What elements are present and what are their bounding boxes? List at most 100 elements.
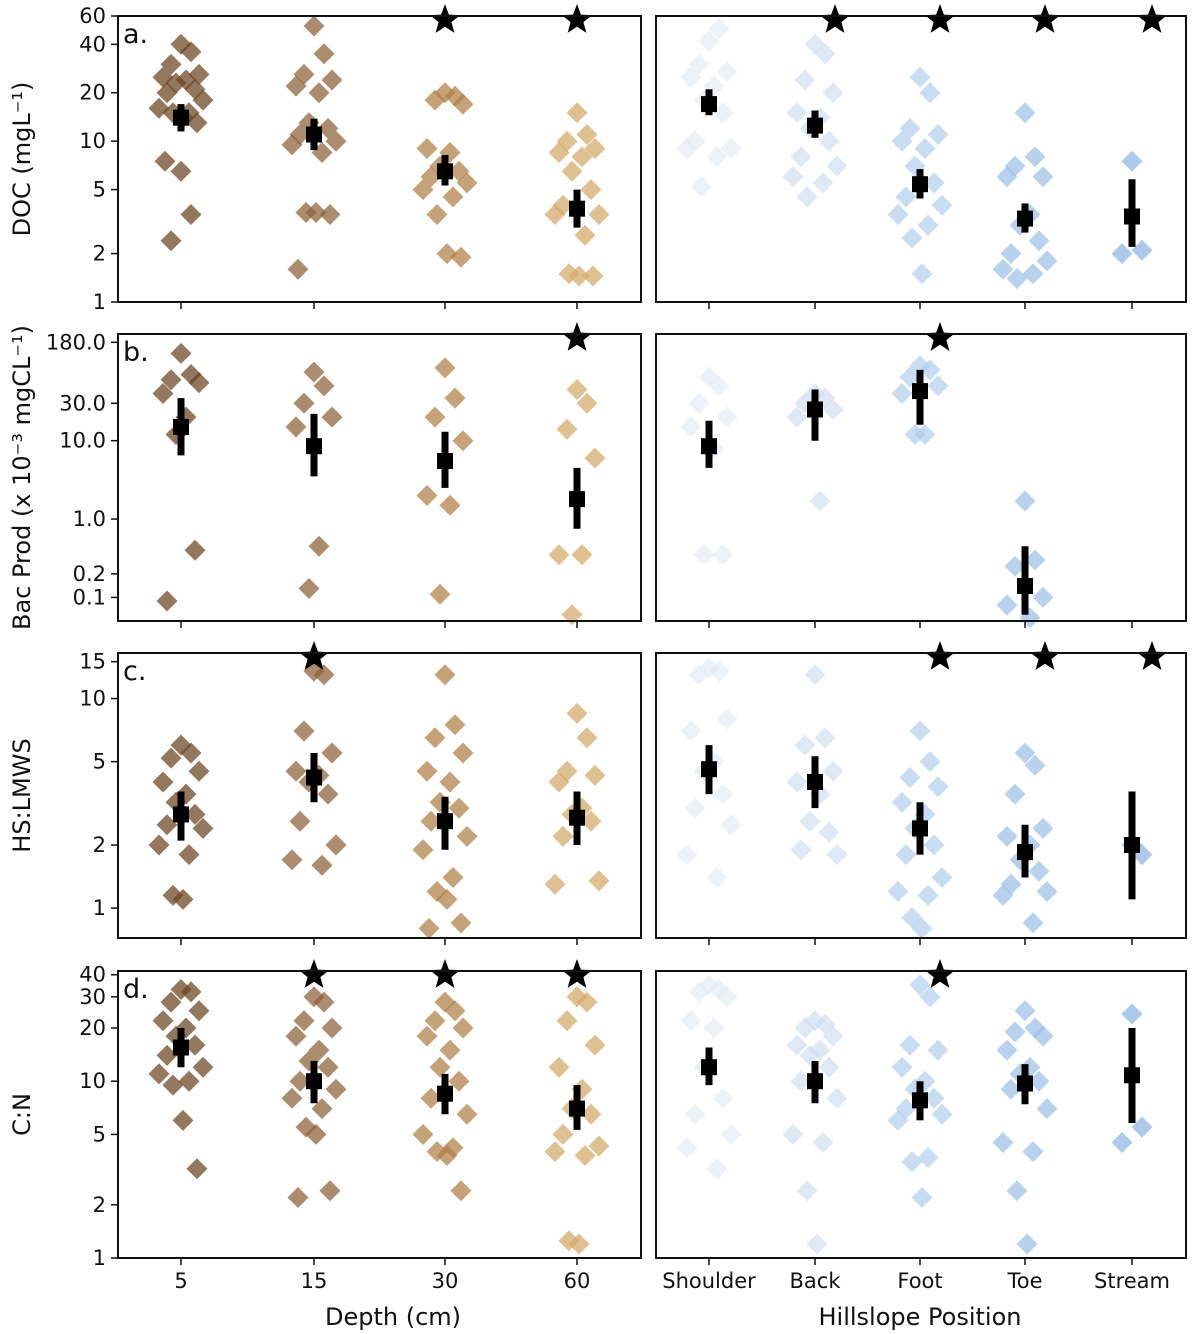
depth-data-point: [548, 1056, 570, 1078]
hillslope-data-point: [684, 797, 706, 819]
depth-data-point: [434, 357, 456, 379]
panel-1-hillslope: [655, 4, 1187, 309]
significance-star-icon: [1029, 641, 1061, 670]
depth-data-point: [444, 387, 466, 409]
hillslope-mean-marker: [701, 761, 717, 778]
depth-data-point: [321, 742, 343, 764]
hillslope-data-point: [1022, 912, 1044, 934]
hillslope-data-point: [1111, 243, 1133, 265]
depth-data-point: [450, 912, 472, 934]
hillslope-data-point: [911, 917, 933, 939]
hillslope-data-point: [1111, 1132, 1133, 1153]
hillslope-data-point: [914, 138, 936, 159]
hillslope-data-point: [706, 146, 728, 168]
hillslope-data-point: [1004, 1021, 1026, 1043]
hillslope-mean-marker: [807, 117, 823, 134]
hillslope-data-point: [690, 176, 712, 198]
hillslope-data-point: [799, 1044, 821, 1066]
hillslope-data-point: [786, 102, 808, 124]
hillslope-data-point: [794, 734, 816, 756]
depth-data-point: [450, 246, 472, 268]
y-axis-title: DOC (mgL⁻¹): [8, 82, 36, 237]
hillslope-data-point: [1014, 490, 1036, 512]
hillslope-data-point: [706, 867, 728, 888]
hillslope-data-point: [708, 18, 730, 40]
depth-data-point: [285, 75, 307, 97]
depth-data-point: [444, 714, 466, 736]
hillslope-data-point: [812, 172, 834, 194]
hillslope-data-point: [904, 424, 926, 445]
hillslope-mean-marker: [1017, 578, 1033, 594]
depth-mean-marker: [306, 126, 322, 143]
depth-data-point: [561, 604, 583, 626]
hillslope-data-point: [716, 61, 738, 83]
depth-data-point: [305, 202, 327, 223]
hillslope-data-point: [799, 810, 821, 832]
hillslope-mean-marker: [701, 438, 717, 455]
depth-mean-marker: [569, 491, 585, 508]
hillslope-data-point: [1016, 1233, 1038, 1255]
depth-data-point: [188, 1000, 210, 1022]
panel-letter: a.: [123, 19, 148, 50]
depth-data-point: [289, 1070, 311, 1092]
hillslope-data-point: [1000, 1078, 1022, 1100]
hillslope-data-point: [1024, 754, 1046, 776]
hillslope-data-point: [899, 366, 921, 388]
depth-data-point: [298, 578, 320, 599]
hillslope-mean-marker: [1124, 1067, 1140, 1084]
depth-data-point: [412, 1123, 434, 1145]
depth-data-point: [160, 369, 182, 391]
hillslope-data-point: [814, 43, 836, 65]
depth-data-point: [452, 1017, 474, 1039]
y-tick-label: 10: [79, 1069, 106, 1093]
significance-star-icon: [1136, 641, 1168, 670]
hillslope-data-point: [826, 844, 848, 866]
depth-data-point: [172, 888, 194, 910]
hillslope-data-point: [716, 986, 738, 1008]
y-tick-label: 40: [79, 32, 106, 56]
depth-data-point: [574, 1145, 596, 1166]
depth-data-point: [420, 810, 442, 832]
depth-data-point: [180, 742, 202, 764]
depth-mean-marker: [306, 438, 322, 455]
hillslope-data-point: [806, 1233, 828, 1255]
hillslope-data-point: [911, 1187, 933, 1208]
depth-data-point: [325, 1078, 347, 1100]
hillslope-data-point: [822, 82, 844, 104]
depth-data-point: [420, 1087, 442, 1109]
hillslope-data-point: [996, 1039, 1018, 1061]
hillslope-data-point: [688, 981, 710, 1003]
depth-data-point: [192, 1056, 214, 1078]
hillslope-data-point: [887, 881, 909, 902]
hillslope-data-point: [818, 130, 840, 152]
depth-data-point: [416, 138, 438, 159]
depth-data-point: [424, 89, 446, 111]
depth-data-point: [544, 873, 566, 895]
hillslope-data-point: [895, 844, 917, 866]
hillslope-data-point: [1036, 1098, 1058, 1120]
depth-data-point: [452, 742, 474, 764]
y-tick-label: 5: [93, 178, 106, 202]
hillslope-data-point: [1036, 250, 1058, 272]
panel-2-depth: 0.10.2 1.0 10.0 30.0 180.0 Bac Prod (x 10⁻³ m…: [8, 322, 642, 630]
hillslope-data-point: [1014, 1000, 1036, 1022]
depth-data-point: [184, 803, 206, 825]
depth-data-point: [303, 361, 325, 383]
depth-data-point: [580, 1103, 602, 1125]
hillslope-data-point: [790, 1070, 812, 1092]
hillslope-data-point: [919, 986, 941, 1008]
hillslope-data-point: [992, 884, 1014, 906]
depth-data-point: [418, 917, 440, 939]
depth-data-point: [325, 834, 347, 856]
depth-data-point: [313, 664, 335, 686]
hillslope-data-point: [712, 783, 734, 805]
hillslope-data-point: [1131, 1116, 1153, 1138]
panel-letter: d.: [123, 974, 149, 1005]
depth-data-point: [186, 112, 208, 134]
hillslope-data-point: [1032, 817, 1054, 839]
depth-mean-marker: [569, 1100, 585, 1117]
hillslope-mean-marker: [701, 1059, 717, 1076]
hillslope-data-point: [693, 544, 715, 566]
depth-data-point: [452, 430, 474, 452]
significance-star-icon: [429, 4, 461, 33]
